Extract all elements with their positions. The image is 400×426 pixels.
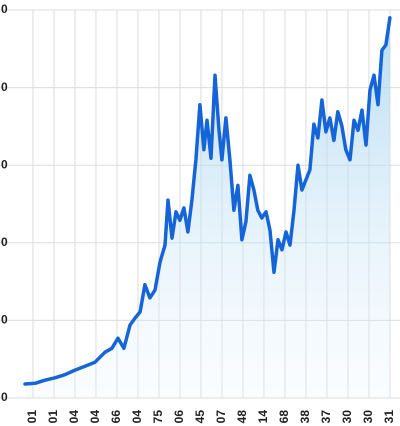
x-tick-label: 04 [67, 410, 81, 424]
y-tick-label: 0 [1, 390, 8, 404]
line [23, 16, 392, 386]
x-tick-label: 31 [382, 410, 396, 424]
y-tick-label: 0 [1, 157, 8, 171]
y-tick-label: 0 [1, 235, 8, 249]
x-tick-label: 66 [109, 410, 123, 424]
x-tick-label: 01 [25, 410, 39, 424]
x-tick-label: 38 [298, 410, 312, 424]
y-tick-label: 0 [1, 80, 8, 94]
x-tick-label: 01 [46, 410, 60, 424]
y-tick-label: 0 [1, 2, 8, 16]
x-tick-label: 37 [319, 410, 333, 424]
x-tick-label: 68 [277, 410, 291, 424]
area [24, 17, 390, 399]
x-tick-label: 48 [235, 410, 249, 424]
x-tick-label: 14 [256, 410, 270, 424]
x-tick-label: 75 [151, 410, 165, 424]
x-tick-label: 04 [130, 410, 144, 424]
x-tick-label: 30 [361, 410, 375, 424]
x-tick-label: 07 [214, 410, 228, 424]
x-tick-label: 30 [340, 410, 354, 424]
x-tick-label: 04 [88, 410, 102, 424]
x-tick-label: 45 [193, 410, 207, 424]
x-tick-label: 06 [172, 410, 186, 424]
y-tick-label: 0 [1, 313, 8, 327]
